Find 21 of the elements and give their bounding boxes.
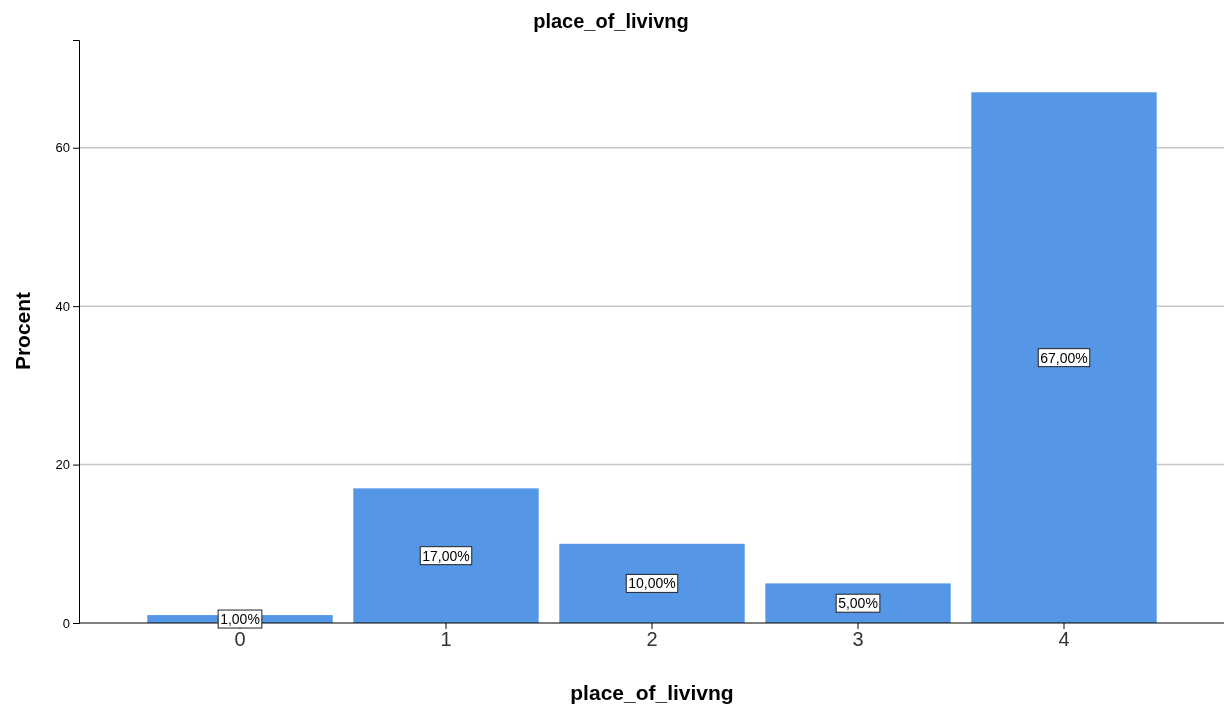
data-label: 1,00%: [220, 611, 260, 628]
x-axis-title: place_of_livivng: [570, 681, 734, 704]
chart-title: place_of_livivng: [533, 10, 689, 32]
y-tick-label: 0: [62, 615, 70, 631]
x-tick-label: 3: [852, 628, 864, 651]
bar: [559, 543, 745, 623]
bar: [353, 488, 539, 623]
x-tick-label: 2: [646, 628, 658, 651]
data-label: 17,00%: [422, 547, 470, 564]
x-tick-label: 1: [440, 628, 452, 651]
bar: [765, 583, 951, 623]
x-tick-label: 4: [1058, 628, 1070, 651]
data-label: 67,00%: [1040, 349, 1088, 366]
bar: [971, 92, 1157, 623]
data-label: 5,00%: [838, 595, 878, 612]
y-tick-label: 40: [55, 298, 70, 314]
data-label: 10,00%: [628, 575, 676, 592]
y-tick-label: 20: [55, 457, 70, 473]
y-tick-label: 60: [55, 140, 70, 156]
x-tick-label: 0: [234, 628, 246, 651]
y-axis-title: Procent: [11, 291, 34, 371]
